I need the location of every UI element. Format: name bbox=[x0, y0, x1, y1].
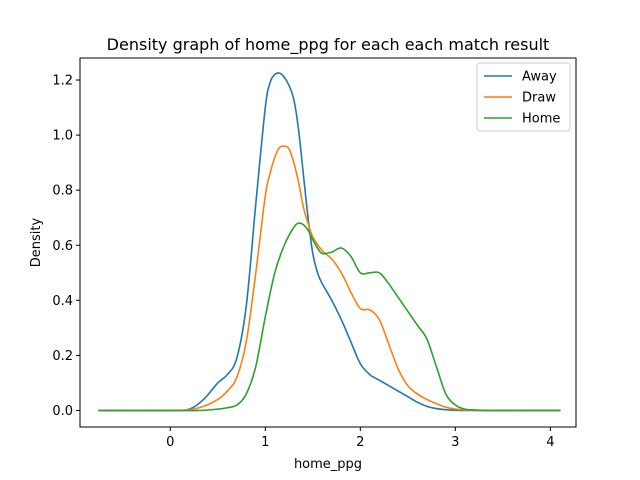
legend-box bbox=[476, 62, 571, 132]
x-axis-ticks: 0 1 2 3 4 bbox=[166, 427, 554, 450]
legend: Away Draw Home bbox=[476, 62, 571, 132]
x-axis-label: home_ppg bbox=[294, 457, 362, 472]
legend-label-home: Home bbox=[522, 112, 560, 127]
x-tick-label: 4 bbox=[546, 435, 554, 450]
series-lines bbox=[98, 72, 561, 412]
y-tick-label: 1.2 bbox=[52, 74, 73, 89]
x-tick-label: 2 bbox=[356, 435, 364, 450]
plot-frame bbox=[79, 57, 577, 428]
y-tick-label: 0.8 bbox=[52, 184, 73, 199]
x-tick-label: 3 bbox=[451, 435, 459, 450]
legend-label-draw: Draw bbox=[522, 91, 556, 106]
y-tick-label: 0.4 bbox=[52, 294, 73, 309]
series-line-home bbox=[98, 222, 561, 412]
y-tick-label: 0.2 bbox=[52, 349, 73, 364]
chart-title: Density graph of home_ppg for each each … bbox=[107, 35, 550, 55]
y-axis-label: Density bbox=[29, 217, 44, 267]
y-tick-label: 0.6 bbox=[52, 239, 73, 254]
x-tick-label: 1 bbox=[261, 435, 269, 450]
y-tick-label: 1.0 bbox=[52, 129, 73, 144]
legend-label-away: Away bbox=[522, 70, 557, 85]
y-axis-ticks: 0.0 0.2 0.4 0.6 0.8 1.0 1.2 bbox=[52, 74, 80, 419]
series-line-draw bbox=[98, 145, 561, 412]
y-tick-label: 0.0 bbox=[52, 404, 73, 419]
x-tick-label: 0 bbox=[166, 435, 174, 450]
